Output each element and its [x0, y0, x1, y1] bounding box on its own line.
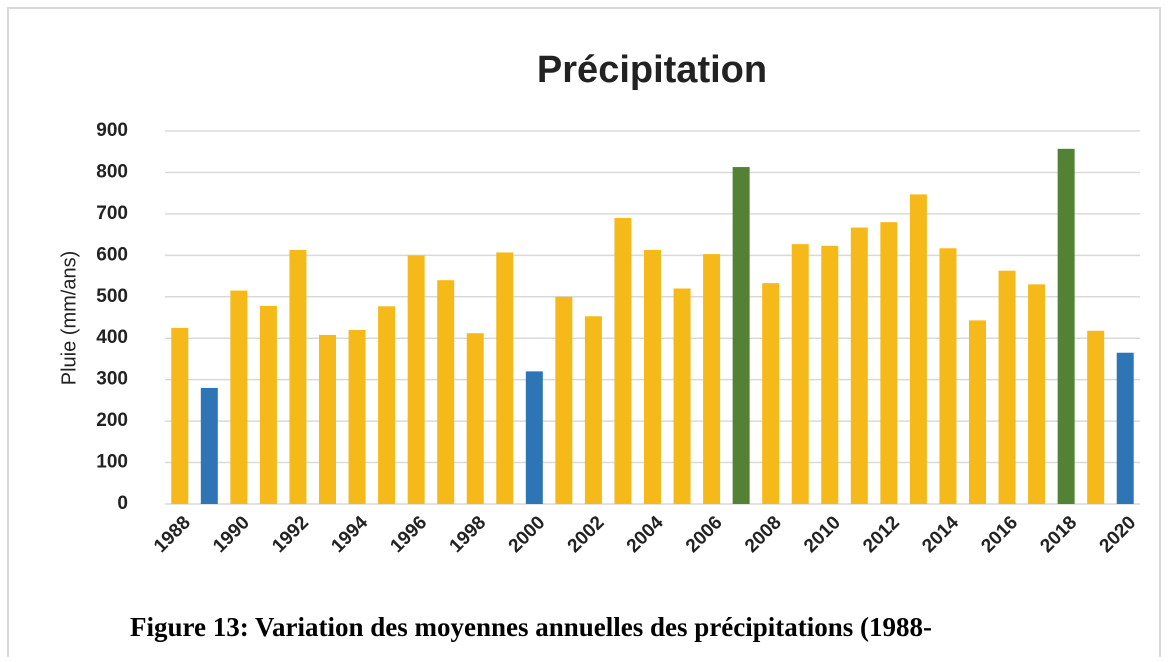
- bar: [673, 288, 691, 504]
- bar: [939, 248, 957, 504]
- bar: [1028, 284, 1046, 504]
- bar: [791, 244, 809, 505]
- bar: [289, 249, 307, 504]
- bar: [821, 245, 839, 504]
- bar: [880, 222, 898, 504]
- x-tick-label: 2018: [1036, 512, 1081, 557]
- x-tick-label: 2014: [918, 512, 963, 557]
- y-tick-label: 200: [96, 410, 128, 431]
- x-tick-label: 2016: [977, 512, 1022, 557]
- x-tick-label: 2006: [682, 512, 727, 557]
- y-tick-label: 300: [96, 369, 128, 390]
- bar: [762, 283, 780, 504]
- bar: [230, 290, 248, 504]
- y-tick-label: 700: [96, 203, 128, 224]
- bar: [171, 327, 189, 504]
- y-axis-label: Pluie (mm/ans): [58, 251, 80, 385]
- y-tick-label: 400: [96, 327, 128, 348]
- bar: [998, 270, 1016, 504]
- bar: [496, 252, 514, 504]
- bar: [732, 167, 750, 504]
- bar: [259, 305, 277, 504]
- chart-title: Précipitation: [537, 49, 767, 91]
- x-tick-label: 1994: [327, 512, 372, 557]
- bar: [614, 218, 632, 505]
- bar: [1116, 352, 1134, 504]
- bar: [969, 320, 986, 504]
- y-tick-label: 800: [96, 161, 128, 182]
- bar: [555, 296, 573, 504]
- bar: [703, 254, 721, 504]
- x-tick-label: 2020: [1096, 512, 1141, 557]
- x-tick-label: 1998: [446, 512, 491, 557]
- y-tick-label: 100: [96, 452, 128, 473]
- bar: [850, 227, 868, 504]
- bar: [644, 249, 661, 504]
- x-tick-label: 1992: [268, 512, 313, 557]
- x-tick-label: 1990: [209, 512, 254, 557]
- bar: [348, 329, 366, 504]
- x-tick-label: 2000: [505, 512, 550, 557]
- bar: [200, 387, 218, 504]
- bar: [1087, 330, 1105, 504]
- bar: [437, 280, 455, 504]
- y-tick-label: 0: [117, 493, 128, 514]
- bar: [1057, 148, 1075, 504]
- x-tick-label: 1996: [386, 512, 431, 557]
- y-tick-label: 500: [96, 286, 128, 307]
- x-tick-label: 2012: [859, 512, 904, 557]
- x-tick-label: 2004: [623, 512, 668, 557]
- bar: [525, 371, 543, 504]
- x-tick-label: 2008: [741, 512, 786, 557]
- bar: [407, 255, 425, 504]
- bar: [909, 194, 927, 504]
- x-tick-label: 1988: [150, 512, 195, 557]
- bar: [584, 316, 602, 504]
- bar: [378, 306, 396, 504]
- bar: [319, 334, 336, 504]
- y-tick-label: 600: [96, 244, 128, 265]
- x-tick-label: 2010: [800, 512, 845, 557]
- x-tick-label: 2002: [564, 512, 609, 557]
- bar: [466, 333, 484, 504]
- y-tick-label: 900: [96, 120, 128, 141]
- caption: Figure 13: Variation des moyennes annuel…: [130, 612, 932, 642]
- chart-border: [7, 7, 1161, 657]
